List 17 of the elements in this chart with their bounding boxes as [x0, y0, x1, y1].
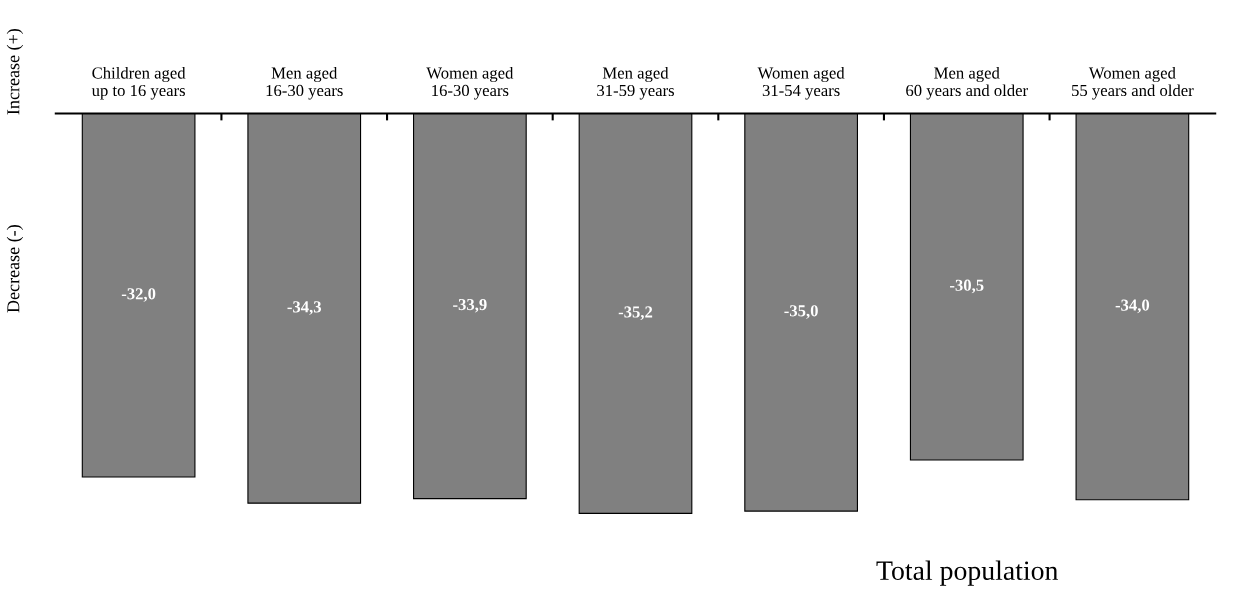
text: Decrease (-) — [6, 225, 24, 313]
data-label: -35,0 — [784, 305, 818, 319]
x-tick-label: Men aged 16-30 years — [266, 66, 343, 100]
data-label: -30,5 — [950, 279, 984, 294]
data-label: -34,0 — [1115, 299, 1150, 314]
x-tick-label: Women aged 16-30 years — [426, 66, 514, 100]
data-label: -32,0 — [121, 288, 156, 302]
x-axis-title: Total population — [876, 560, 1058, 586]
data-label: -34,3 — [287, 301, 322, 315]
x-tick-label: Children aged up to 16 years — [91, 66, 186, 100]
text: Increase (+) — [6, 29, 24, 115]
x-tick-label: Men aged 31-59 years — [597, 66, 674, 100]
data-label: -33,9 — [453, 298, 487, 313]
data-label: -35,2 — [618, 306, 653, 320]
x-tick-label: Women aged 55 years and older — [1072, 66, 1194, 100]
x-tick-label: Men aged 60 years and older — [906, 66, 1028, 100]
x-tick-label: Women aged 31-54 years — [757, 66, 845, 100]
